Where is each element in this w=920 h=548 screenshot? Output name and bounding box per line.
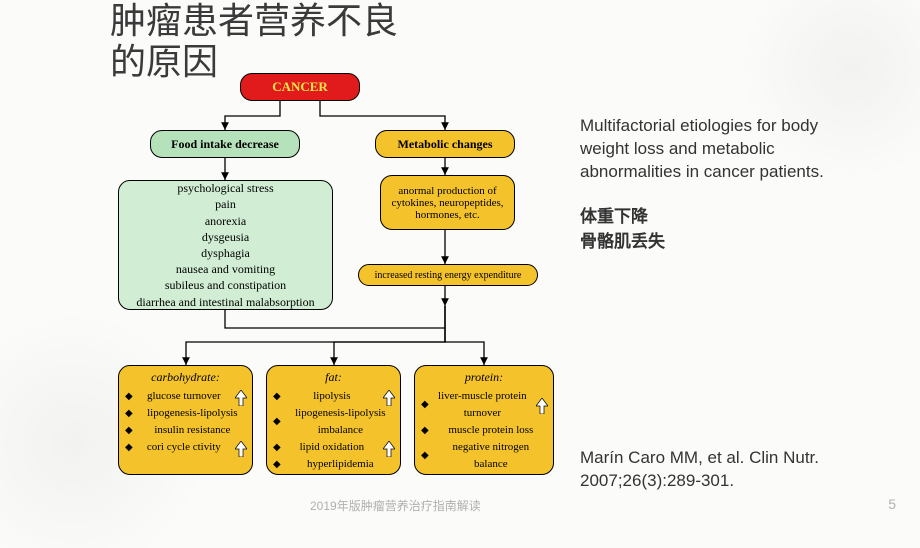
node-rows: ◆ liver-muscle protein turnover ◆ muscle pr…	[421, 388, 547, 473]
flowchart: CANCER Food intake decrease Metabolic chan…	[100, 70, 570, 518]
up-arrow-icon	[383, 390, 394, 404]
bullet-icon: ◆	[273, 414, 281, 430]
citation-text: Marín Caro MM, et al. Clin Nutr. 2007;26…	[580, 447, 840, 493]
list-item-text: lipid oxidation	[287, 439, 377, 456]
list-item: dysphagia	[136, 245, 314, 261]
list-item-text: lipogenesis-lipolysis	[139, 405, 246, 422]
node-metab: Metabolic changes	[375, 130, 515, 158]
node-label: increased resting energy expenditure	[365, 270, 531, 281]
bullet-icon: ◆	[421, 397, 429, 413]
list-item: diarrhea and intestinal malabsorption	[136, 294, 314, 310]
list-item: ◆ lipogenesis-lipolysis	[125, 405, 246, 422]
list-item: anorexia	[136, 213, 314, 229]
node-carb: carbohydrate: ◆ glucose turnover ◆ lipogenes…	[118, 365, 253, 475]
up-arrow-icon	[235, 390, 246, 404]
list-item: pain	[136, 196, 314, 212]
bullet-icon: ◆	[125, 423, 133, 439]
node-items: psychological stresspainanorexiadysgeusi…	[136, 180, 314, 310]
list-item-text: cori cycle ctivity	[139, 439, 229, 456]
node-foodbox: psychological stresspainanorexiadysgeusi…	[118, 180, 333, 310]
node-ree: increased resting energy expenditure	[358, 264, 538, 286]
node-label: CANCER	[247, 79, 353, 95]
bullet-icon: ◆	[273, 440, 281, 456]
list-item: ◆ negative nitrogen balance	[421, 439, 547, 473]
bullet-icon: ◆	[273, 457, 281, 473]
list-item: ◆ liver-muscle protein turnover	[421, 388, 547, 422]
page-number: 5	[888, 496, 896, 512]
list-item: ◆ glucose turnover	[125, 388, 246, 405]
list-item: psychological stress	[136, 180, 314, 196]
node-label: Food intake decrease	[157, 137, 293, 152]
node-food: Food intake decrease	[150, 130, 300, 158]
node-fat: fat: ◆ lipolysis ◆ lipogenesis-lipolysis imb…	[266, 365, 401, 475]
weight-loss-label: 体重下降	[580, 206, 840, 229]
right-column: Multifactorial etiologies for body weigh…	[580, 115, 840, 256]
list-item-text: insulin resistance	[139, 422, 246, 439]
node-label: Metabolic changes	[382, 137, 508, 152]
bullet-icon: ◆	[125, 440, 133, 456]
list-item-text: hyperlipidemia	[287, 456, 394, 473]
list-item: ◆ lipogenesis-lipolysis imbalance	[273, 405, 394, 439]
bullet-icon: ◆	[421, 423, 429, 439]
node-prot: protein: ◆ liver-muscle protein turnover ◆ m…	[414, 365, 554, 475]
node-category-title: carbohydrate:	[125, 370, 246, 385]
list-item: ◆ cori cycle ctivity	[125, 439, 246, 456]
node-category-title: protein:	[421, 370, 547, 385]
bullet-icon: ◆	[125, 406, 133, 422]
list-item: ◆ muscle protein loss	[421, 422, 547, 439]
bullet-icon: ◆	[273, 389, 281, 405]
node-rows: ◆glucose turnover◆lipogenesis-lipolysis◆…	[125, 388, 246, 456]
list-item-text: lipolysis	[287, 388, 377, 405]
list-item-text: liver-muscle protein turnover	[435, 388, 530, 422]
bullet-icon: ◆	[125, 389, 133, 405]
list-item-text: lipogenesis-lipolysis imbalance	[287, 405, 394, 439]
list-item-text: negative nitrogen balance	[435, 439, 547, 473]
list-item: nausea and vomiting	[136, 261, 314, 277]
node-cyto: anormal production of cytokines, neurope…	[380, 175, 515, 230]
muscle-loss-label: 骨骼肌丢失	[580, 231, 840, 254]
node-text: anormal production of cytokines, neurope…	[387, 185, 508, 221]
list-item: subileus and constipation	[136, 277, 314, 293]
list-item: dysgeusia	[136, 229, 314, 245]
etiology-text: Multifactorial etiologies for body weigh…	[580, 115, 840, 184]
list-item: ◆ insulin resistance	[125, 422, 246, 439]
list-item: ◆ lipid oxidation	[273, 439, 394, 456]
list-item: ◆ lipolysis	[273, 388, 394, 405]
list-item-text: glucose turnover	[139, 388, 229, 405]
node-category-title: fat:	[273, 370, 394, 385]
up-arrow-icon	[383, 441, 394, 455]
list-item: ◆ hyperlipidemia	[273, 456, 394, 473]
list-item-text: muscle protein loss	[435, 422, 547, 439]
node-cancer: CANCER	[240, 73, 360, 101]
up-arrow-icon	[536, 398, 547, 412]
up-arrow-icon	[235, 441, 246, 455]
bullet-icon: ◆	[421, 448, 429, 464]
node-rows: ◆ lipolysis ◆ lipogenesis-lipolysis imbalan…	[273, 388, 394, 473]
